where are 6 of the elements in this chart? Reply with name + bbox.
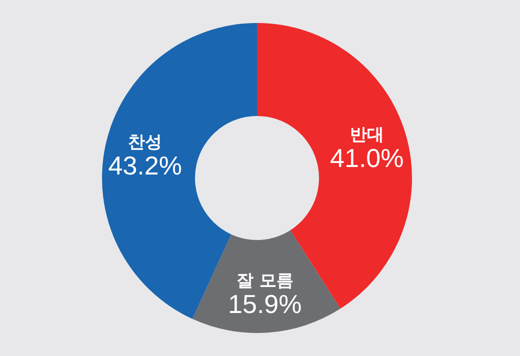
slice-label: 반대 bbox=[350, 124, 384, 145]
slice-label: 잘 모름 bbox=[236, 271, 294, 292]
data-label: 15.9% bbox=[228, 289, 302, 320]
data-label: 43.2% bbox=[108, 150, 182, 181]
slice-label: 찬성 bbox=[128, 132, 162, 153]
data-label: 41.0% bbox=[330, 142, 404, 173]
